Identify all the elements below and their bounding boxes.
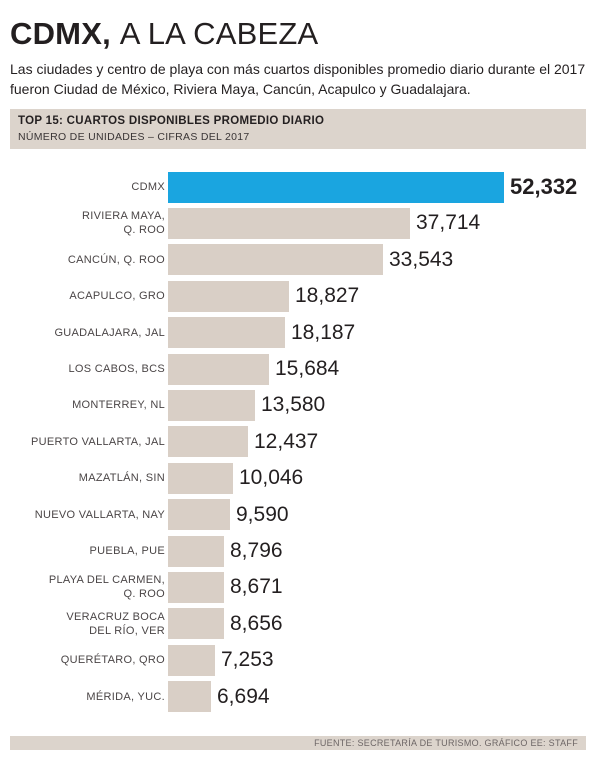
footer: FUENTE: SECRETARÍA DE TURISMO. GRÁFICO E… — [10, 736, 586, 750]
category-label-line: RIVIERA MAYA, — [82, 210, 165, 223]
value-label: 33,543 — [389, 247, 454, 271]
value-label: 9,590 — [236, 502, 289, 526]
bar — [168, 462, 233, 494]
value-label: 8,796 — [230, 539, 283, 562]
category-label: GUADALAJARA, JAL — [10, 326, 165, 340]
bar — [168, 681, 211, 713]
bar — [168, 644, 215, 676]
category-label-line: NUEVO VALLARTA, NAY — [34, 508, 165, 521]
category-label-line: DEL RÍO, VER — [89, 624, 165, 637]
value-label: 18,827 — [295, 284, 360, 308]
bar — [168, 317, 285, 349]
bar-chart: CDMX 52,332 RIVIERA MAYA, Q. ROO 37,714 CANCÚ… — [10, 149, 586, 721]
category-label: PUERTO VALLARTA, JAL — [10, 435, 165, 449]
category-label-line: VERACRUZ BOCA — [66, 610, 165, 623]
value-label: 8,656 — [230, 611, 283, 635]
value-label: 12,437 — [254, 429, 319, 453]
bar — [168, 280, 289, 312]
category-label-line: PUEBLA, PUE — [89, 545, 165, 557]
category-label-line: CANCÚN, Q. ROO — [67, 253, 165, 266]
category-label-line: CDMX — [131, 181, 165, 193]
category-label: MONTERREY, NL — [10, 398, 165, 412]
bar — [168, 571, 224, 603]
category-label: VERACRUZ BOCA DEL RÍO, VER — [10, 610, 165, 638]
headline-strong: CDMX, — [10, 16, 111, 51]
category-label-line: Q. ROO — [123, 224, 165, 237]
bar — [168, 207, 410, 239]
headline: CDMX, A LA CABEZA — [10, 14, 318, 54]
category-label-line: MÉRIDA, YUC. — [86, 690, 165, 703]
category-label-line: PUERTO VALLARTA, JAL — [31, 435, 165, 448]
value-label: 7,253 — [221, 648, 274, 672]
bar — [168, 499, 230, 531]
category-label-line: ACAPULCO, GRO — [69, 290, 165, 303]
bar — [168, 171, 504, 203]
value-label: 8,671 — [230, 575, 283, 599]
category-label-line: GUADALAJARA, JAL — [54, 326, 165, 339]
dek: Las ciudades y centro de playa con más c… — [10, 61, 586, 97]
category-label: PLAYA DEL CARMEN, Q. ROO — [10, 573, 165, 601]
category-label: NUEVO VALLARTA, NAY — [10, 508, 165, 522]
bar — [168, 535, 224, 567]
category-label-line: PLAYA DEL CARMEN, — [48, 574, 165, 587]
category-label: CANCÚN, Q. ROO — [10, 253, 165, 267]
chart-title: TOP 15: CUARTOS DISPONIBLES PROMEDIO DIA… — [18, 115, 325, 127]
bar — [168, 608, 224, 640]
chart-subheader: TOP 15: CUARTOS DISPONIBLES PROMEDIO DIA… — [10, 109, 586, 149]
value-label: 15,684 — [275, 357, 340, 380]
source-note: FUENTE: SECRETARÍA DE TURISMO. GRÁFICO E… — [314, 738, 578, 748]
chart-subtitle: NÚMERO DE UNIDADES – CIFRAS DEL 2017 — [18, 131, 250, 143]
value-label: 6,694 — [217, 684, 270, 708]
bar — [168, 389, 255, 421]
category-label: MÉRIDA, YUC. — [10, 690, 165, 704]
value-label: 13,580 — [261, 393, 326, 417]
category-label-line: Q. ROO — [123, 588, 165, 601]
category-label: MAZATLÁN, SIN — [10, 471, 165, 485]
category-label-line: QUERÉTARO, QRO — [60, 654, 165, 667]
bar — [168, 244, 383, 276]
value-label: 37,714 — [416, 211, 481, 235]
value-label: 52,332 — [510, 174, 578, 199]
category-label: RIVIERA MAYA, Q. ROO — [10, 209, 165, 237]
value-label: 10,046 — [239, 466, 304, 490]
category-label: ACAPULCO, GRO — [10, 289, 165, 303]
category-label: CDMX — [10, 180, 165, 194]
headline-light: A LA CABEZA — [119, 16, 319, 51]
category-label-line: LOS CABOS, BCS — [68, 363, 165, 375]
bar — [168, 426, 248, 458]
category-label: PUEBLA, PUE — [10, 544, 165, 558]
value-label: 18,187 — [291, 320, 356, 344]
category-label-line: MONTERREY, NL — [72, 399, 165, 412]
category-label: LOS CABOS, BCS — [10, 362, 165, 376]
bar — [168, 353, 269, 385]
category-label: QUERÉTARO, QRO — [10, 653, 165, 667]
category-label-line: MAZATLÁN, SIN — [78, 472, 165, 485]
